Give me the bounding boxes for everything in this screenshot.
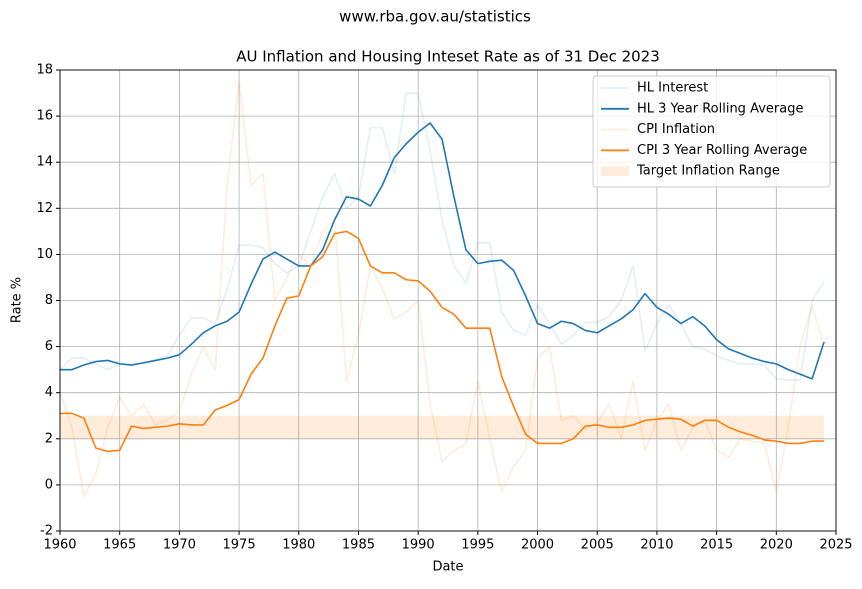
y-tick-label: -2 <box>40 524 53 539</box>
x-tick-label: 2020 <box>760 538 793 553</box>
y-tick-label: 14 <box>36 155 53 170</box>
x-tick-label: 1960 <box>43 538 76 553</box>
axes-frame <box>59 69 837 532</box>
legend-label: CPI 3 Year Rolling Average <box>637 143 807 158</box>
suptitle: www.rba.gov.au/statistics <box>339 8 531 26</box>
y-tick-label: 0 <box>45 477 53 492</box>
x-tick-label: 2010 <box>640 538 673 553</box>
series-line <box>59 92 825 381</box>
series-line <box>60 230 825 453</box>
series-line <box>60 122 825 380</box>
y-tick-label: 16 <box>36 109 53 124</box>
chart-title: AU Inflation and Housing Inteset Rate as… <box>236 48 660 66</box>
x-tick-label: 2015 <box>700 538 733 553</box>
x-tick-label: 2000 <box>521 538 554 553</box>
y-tick-label: 18 <box>36 63 53 78</box>
legend-label: HL 3 Year Rolling Average <box>637 101 803 116</box>
legend-label: CPI Inflation <box>637 122 715 137</box>
x-tick-label: 1970 <box>163 538 196 553</box>
legend-box <box>592 75 831 188</box>
x-tick-label: 2005 <box>581 538 614 553</box>
y-tick-label: 12 <box>36 201 53 216</box>
x-tick-label: 1985 <box>342 538 375 553</box>
x-axis-label: Date <box>432 560 463 575</box>
x-tick-label: 1975 <box>223 538 256 553</box>
y-tick-label: 4 <box>45 385 53 400</box>
y-tick-label: 10 <box>36 247 53 262</box>
target-band <box>60 415 825 439</box>
x-tick-label: 1980 <box>282 538 315 553</box>
y-tick-label: 6 <box>45 339 53 354</box>
legend-label: Target Inflation Range <box>636 164 780 179</box>
y-tick-label: 8 <box>45 293 53 308</box>
legend-swatch <box>601 166 629 177</box>
x-tick-label: 2025 <box>819 538 852 553</box>
x-tick-label: 1965 <box>103 538 136 553</box>
legend-label: HL Interest <box>637 81 708 96</box>
y-axis-label: Rate % <box>10 277 25 323</box>
x-tick-label: 1990 <box>402 538 435 553</box>
y-tick-label: 2 <box>45 431 53 446</box>
x-tick-label: 1995 <box>461 538 494 553</box>
